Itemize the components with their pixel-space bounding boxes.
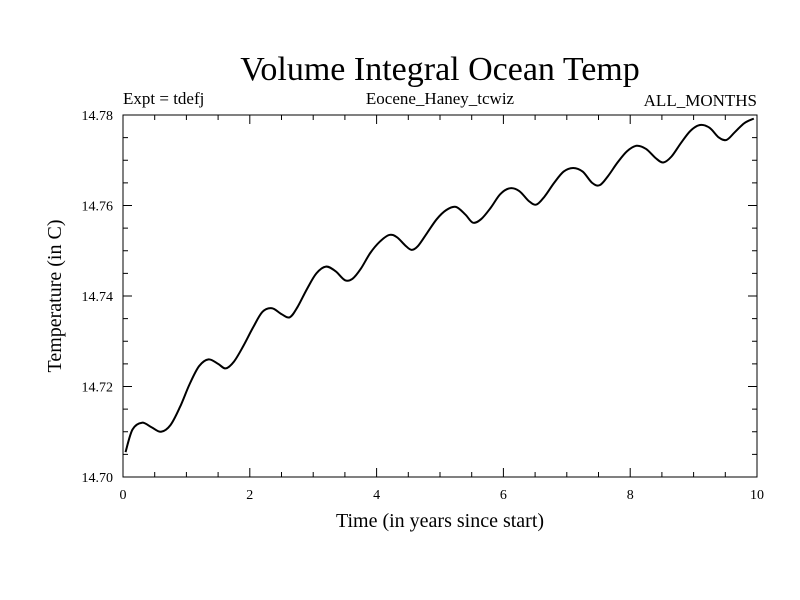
y-tick-label: 14.70 [82, 471, 114, 486]
series-group [124, 117, 755, 453]
plot-frame [122, 114, 758, 478]
x-tick-label: 10 [750, 488, 764, 503]
x-tick-label: 4 [373, 488, 380, 503]
x-tick-label: 0 [120, 488, 127, 503]
x-tick-label: 2 [246, 488, 253, 503]
y-tick-label: 14.78 [82, 109, 114, 124]
subtitle-left: Expt = tdefj [123, 89, 204, 108]
subtitle-center: Eocene_Haney_tcwiz [366, 89, 515, 108]
y-tick-labels: 14.70 14.72 14.74 14.76 14.78 [82, 109, 114, 486]
x-tick-label: 6 [500, 488, 507, 503]
series-line [124, 117, 755, 453]
y-tick-label: 14.76 [82, 200, 114, 215]
subtitle-right: ALL_MONTHS [644, 91, 757, 110]
y-tick-label: 14.72 [82, 381, 114, 396]
tick-marks [122, 114, 758, 478]
x-tick-labels: 0 2 4 6 8 10 [120, 488, 765, 503]
y-tick-label: 14.74 [82, 290, 114, 305]
y-axis-label: Temperature (in C) [44, 220, 66, 373]
chart-title: Volume Integral Ocean Temp [240, 51, 640, 88]
x-axis-label: Time (in years since start) [336, 510, 544, 532]
x-tick-label: 8 [627, 488, 634, 503]
